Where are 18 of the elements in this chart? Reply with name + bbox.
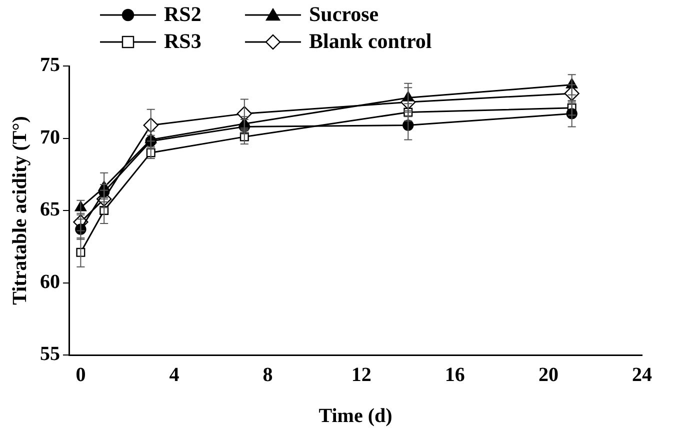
y-tick-label: 55	[40, 343, 60, 366]
legend-label: Blank control	[309, 29, 432, 54]
legend-label: Sucrose	[309, 2, 379, 27]
y-tick-label: 65	[40, 198, 60, 221]
y-tick-label: 75	[40, 54, 60, 76]
x-tick-label: 20	[538, 364, 558, 386]
legend-label: RS3	[164, 29, 202, 54]
x-axis-title: Time (d)	[318, 405, 392, 428]
x-tick-label: 4	[169, 364, 180, 386]
x-tick-label: 0	[76, 364, 86, 386]
x-tick-label: 24	[632, 364, 652, 386]
y-tick-label: 60	[40, 270, 60, 293]
legend-label: RS2	[164, 2, 202, 27]
y-axis-title: Titratable acidity (T°)	[9, 116, 32, 305]
x-tick-label: 16	[444, 364, 465, 386]
y-tick-label: 70	[40, 126, 60, 148]
x-tick-label: 12	[351, 364, 372, 386]
x-tick-label: 8	[262, 364, 273, 386]
